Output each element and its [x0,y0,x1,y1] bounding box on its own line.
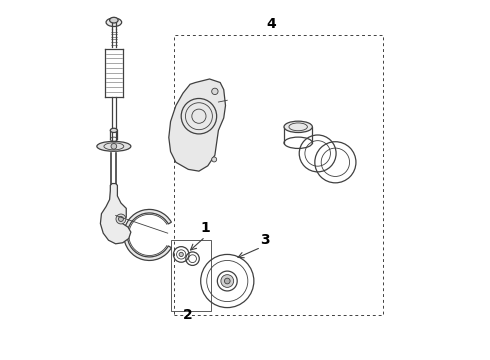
Polygon shape [169,79,225,171]
Circle shape [212,88,218,95]
Ellipse shape [110,17,118,23]
Ellipse shape [110,128,118,132]
Ellipse shape [97,141,131,151]
Wedge shape [124,210,172,260]
Bar [174,35,383,315]
Circle shape [119,216,123,221]
Circle shape [212,157,217,162]
Text: 3: 3 [260,233,270,247]
Text: 1: 1 [200,221,210,235]
Circle shape [111,144,117,149]
Text: 4: 4 [267,17,276,31]
Circle shape [116,214,126,224]
Circle shape [224,278,230,284]
Text: 2: 2 [183,309,193,323]
Circle shape [179,252,183,257]
Circle shape [221,275,234,287]
Polygon shape [100,184,131,244]
Ellipse shape [106,18,122,27]
Bar [171,240,211,311]
Ellipse shape [284,121,312,132]
